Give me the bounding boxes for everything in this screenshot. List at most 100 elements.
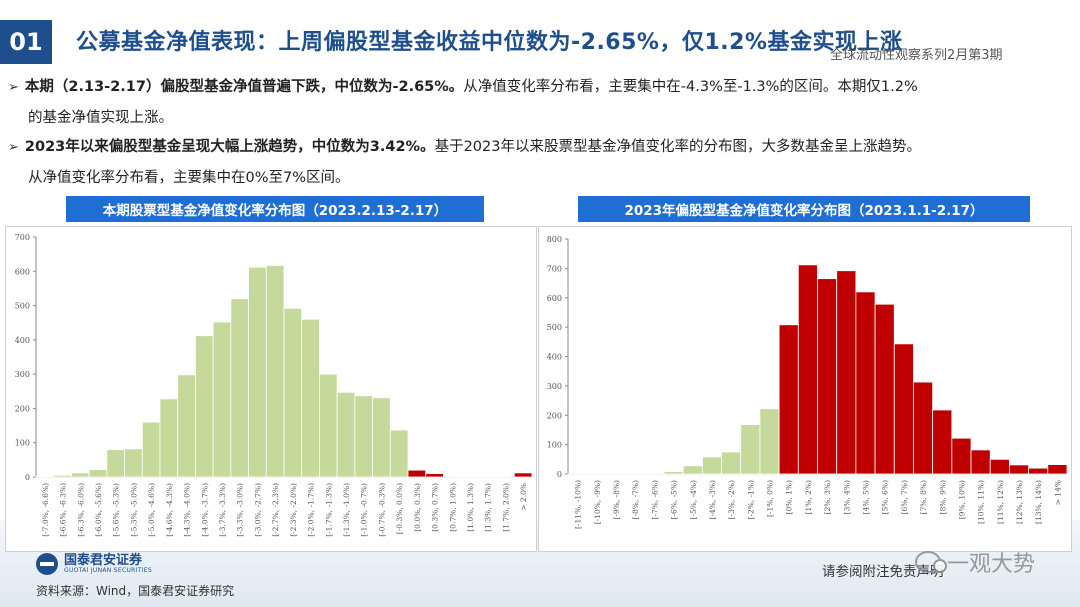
x-tick-label: [-1.7%, -1.3%) (324, 483, 333, 537)
y-tick-label: 300 (15, 370, 30, 379)
bar (932, 409, 953, 475)
y-tick-label: 0 (557, 470, 562, 479)
x-tick-label: [-5%, -4%) (689, 480, 698, 520)
bar (855, 291, 876, 475)
bullet-2-bold: 2023年以来偏股型基金呈现大幅上涨趋势，中位数为3.42%。 (24, 139, 435, 155)
bullet-2: ➢ 2023年以来偏股型基金呈现大幅上涨趋势，中位数为3.42%。基于2023年以… (8, 132, 1068, 193)
y-tick-label: 100 (15, 439, 30, 448)
x-tick-label: [1.0%, 1.3%) (466, 483, 475, 532)
data-source: 资料来源：Wind，国泰君安证券研究 (36, 584, 235, 598)
x-tick-label: [-5.3%, -5.0%) (129, 483, 138, 537)
bar (759, 408, 780, 475)
bar (513, 472, 533, 478)
x-tick-label: [-3.7%, -3.3%) (218, 483, 227, 537)
x-tick-label: [-2.0%, -1.7%) (307, 483, 316, 537)
x-tick-label: [0.0%, 0.3%) (413, 483, 422, 532)
bar (71, 472, 90, 478)
bar (230, 298, 249, 478)
company-logo: 国泰君安证券 GUOTAI JUNAN SECURITIES (36, 553, 152, 575)
bar (496, 475, 515, 478)
bar (265, 265, 285, 478)
x-tick-label: [13%, 14%) (1034, 480, 1043, 524)
bar (124, 448, 143, 478)
x-tick-label: [11%, 12%) (996, 480, 1005, 524)
x-tick-label: > 2.0% (519, 483, 528, 511)
x-tick-label: [-3%, -2%) (727, 480, 736, 520)
x-tick-label: [-9%, -8%) (612, 480, 621, 520)
logo-name-en: GUOTAI JUNAN SECURITIES (64, 566, 152, 574)
bar (35, 475, 55, 478)
chart-1-svg: 0 100 200 300 400 500 600 700 [-7.0%, -6.6%) [-6.… (15, 233, 533, 537)
bar (478, 475, 497, 478)
arrow-bullet-icon: ➢ (8, 140, 19, 155)
bar (301, 318, 320, 478)
x-tick-label: [4%, 5%) (861, 480, 870, 514)
bar (817, 278, 838, 475)
x-tick-label: [-7%, -6%) (650, 480, 659, 520)
chart-1-title: 本期股票型基金净值变化率分布图（2023.2.13-2.17） (66, 196, 484, 222)
bar (836, 270, 857, 475)
x-tick-label: [-1%, 0%) (766, 480, 775, 517)
x-tick-label: [-5.0%, -4.6%) (147, 483, 156, 537)
bar (195, 335, 214, 478)
x-tick-label: [-6.0%, -5.6%) (94, 483, 103, 537)
bar (740, 424, 761, 475)
logo-mark-icon (36, 553, 58, 575)
bar (989, 458, 1010, 475)
x-tick-label: [-3.3%, -3.0%) (236, 483, 245, 537)
y-tick-label: 200 (15, 404, 30, 413)
bar (354, 395, 373, 478)
bar (951, 437, 972, 475)
x-tick-label: [3%, 4%) (842, 480, 851, 514)
y-tick-label: 200 (547, 411, 562, 420)
bar (425, 473, 444, 478)
x-tick-label: [12%, 13%) (1015, 480, 1024, 524)
x-tick-label: [-0.7%, -0.3%) (377, 483, 386, 537)
bar (53, 474, 72, 478)
chart-2-container: 0 100 200 300 400 500 600 700 800 [-11%, -10%) [-1… (538, 226, 1072, 552)
x-tick-label: [1.7%, 2.0%) (501, 483, 510, 532)
bar (970, 449, 991, 475)
x-tick-label: [0.7%, 1.0%) (448, 483, 457, 532)
chart-2-title: 2023年偏股型基金净值变化率分布图（2023.1.1-2.17） (578, 196, 1030, 222)
bar (177, 374, 196, 478)
section-number: 01 (0, 20, 52, 64)
x-tick-label: [-11%, -10%) (574, 480, 583, 529)
x-tick-label: [-1.0%, -0.7%) (360, 483, 369, 537)
x-tick-label: [5%, 6%) (881, 480, 890, 514)
x-tick-label: [8%, 9%) (938, 480, 947, 514)
bar (721, 451, 742, 475)
y-tick-label: 500 (547, 323, 562, 332)
bar (701, 456, 722, 475)
bar (106, 449, 125, 478)
x-tick-label: [0.3%, 0.7%) (431, 483, 440, 532)
bar (1009, 464, 1030, 475)
bar (212, 321, 232, 478)
bar (778, 324, 799, 475)
bar (141, 421, 161, 478)
x-tick-label: [-2.3%, -2.0%) (289, 483, 298, 537)
x-tick-label: [-10%, -9%) (593, 480, 602, 524)
bullet-1-text: 从净值变化率分布看，主要集中在-4.3%至-1.3%的区间。本期仅1.2% (463, 79, 918, 95)
bullet-1-continuation: 的基金净值实现上涨。 (28, 110, 173, 126)
y-tick-label: 0 (25, 473, 30, 482)
x-tick-label: [2%, 3%) (823, 480, 832, 514)
bar (797, 264, 818, 475)
y-tick-label: 300 (547, 382, 562, 391)
bar (389, 429, 409, 478)
x-tick-label: [10%, 11%) (977, 480, 986, 524)
bar (644, 473, 665, 475)
bar (336, 391, 356, 478)
bullet-2-text: 基于2023年以来股票型基金净值变化率的分布图，大多数基金呈上涨趋势。 (434, 139, 921, 155)
bar (913, 381, 934, 475)
chart-1-container: 0 100 200 300 400 500 600 700 [-7.0%, -6.6%) [-6.… (5, 226, 537, 552)
x-tick-label: [-4%, -3%) (708, 480, 717, 520)
y-tick-label: 600 (547, 294, 562, 303)
y-tick-label: 500 (15, 302, 30, 311)
x-tick-label: [9%, 10%) (957, 480, 966, 519)
bar (682, 465, 703, 475)
page-title: 公募基金净值表现：上周偏股型基金收益中位数为-2.65%，仅1.2%基金实现上涨 (76, 30, 903, 55)
watermark: 一观大势 (915, 546, 1035, 578)
x-tick-label: [0%, 1%) (785, 480, 794, 514)
x-tick-label: [-1.3%, -1.0%) (342, 483, 351, 537)
